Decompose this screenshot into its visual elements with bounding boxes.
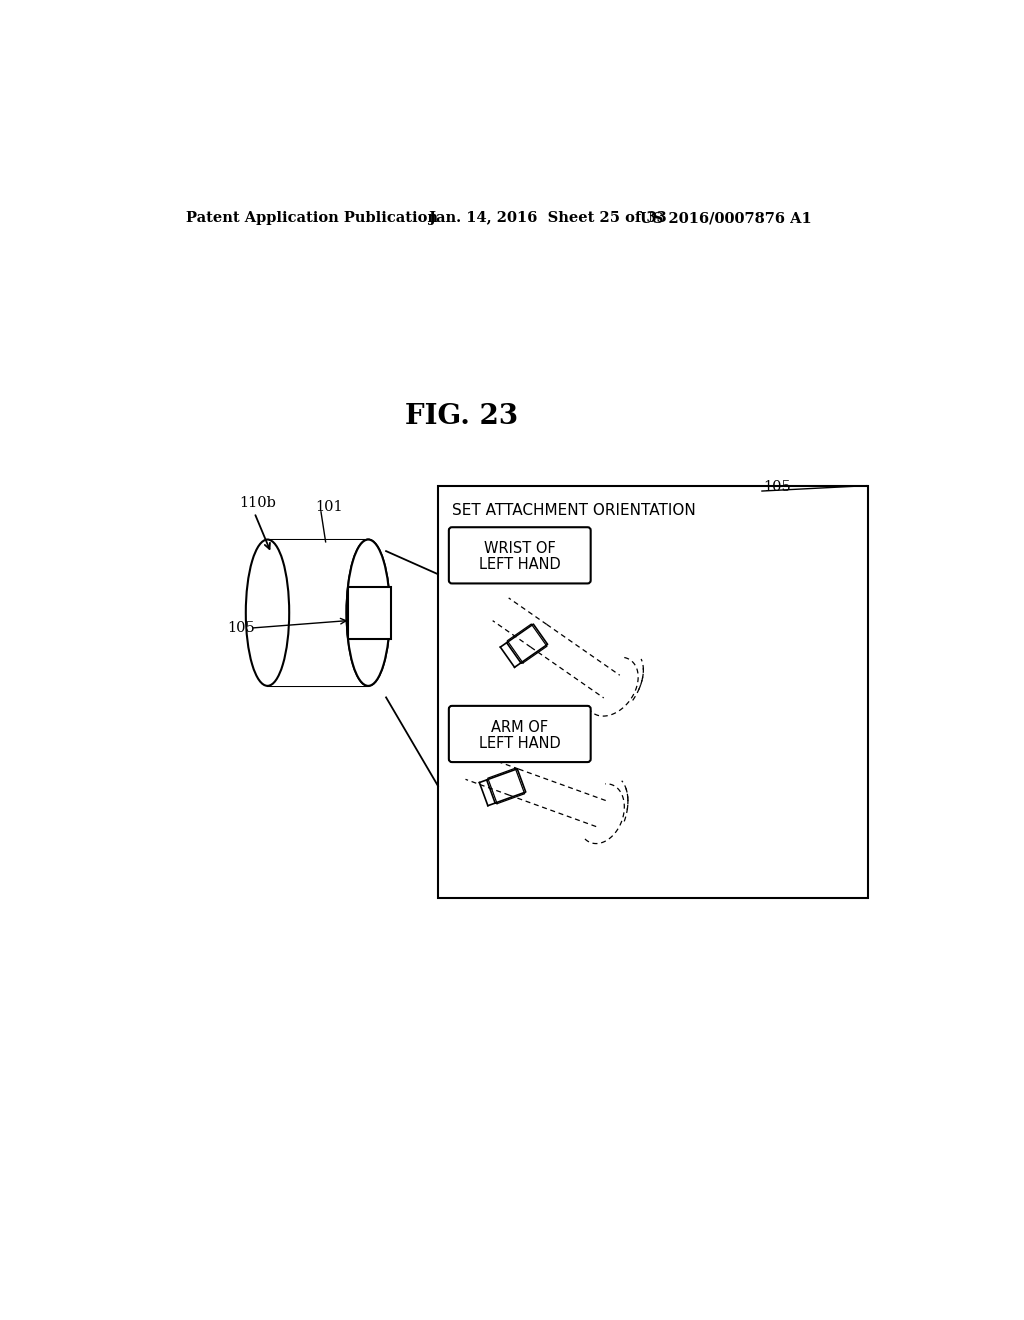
Text: 105: 105 bbox=[227, 622, 255, 635]
Text: LEFT HAND: LEFT HAND bbox=[479, 735, 560, 751]
Text: US 2016/0007876 A1: US 2016/0007876 A1 bbox=[640, 211, 811, 226]
FancyBboxPatch shape bbox=[449, 706, 591, 762]
Text: ARM OF: ARM OF bbox=[492, 719, 548, 734]
Text: 101: 101 bbox=[315, 500, 343, 515]
Text: FIG. 23: FIG. 23 bbox=[404, 403, 518, 430]
Text: Jan. 14, 2016  Sheet 25 of 33: Jan. 14, 2016 Sheet 25 of 33 bbox=[429, 211, 667, 226]
FancyBboxPatch shape bbox=[449, 527, 591, 583]
Ellipse shape bbox=[246, 540, 289, 686]
Ellipse shape bbox=[346, 540, 390, 686]
Text: 105: 105 bbox=[764, 480, 792, 494]
Bar bbox=[348, 586, 391, 639]
Text: SET ATTACHMENT ORIENTATION: SET ATTACHMENT ORIENTATION bbox=[452, 503, 695, 517]
Bar bbox=[438, 486, 868, 898]
Ellipse shape bbox=[346, 540, 390, 686]
Text: LEFT HAND: LEFT HAND bbox=[479, 557, 560, 572]
Text: 110b: 110b bbox=[239, 495, 275, 510]
Text: WRIST OF: WRIST OF bbox=[484, 541, 556, 556]
Bar bbox=[267, 540, 369, 686]
Text: Patent Application Publication: Patent Application Publication bbox=[186, 211, 438, 226]
